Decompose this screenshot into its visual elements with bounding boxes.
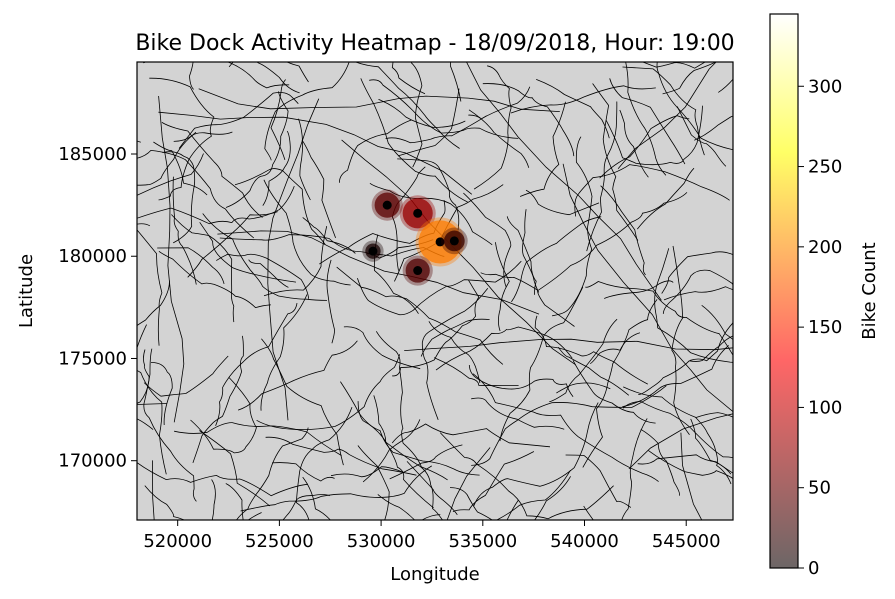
chart-title: Bike Dock Activity Heatmap - 18/09/2018,… — [135, 31, 734, 56]
activity-point — [402, 255, 433, 286]
map-background — [137, 62, 733, 520]
plot-frame — [136, 61, 734, 521]
colorbar-label: Bike Count — [859, 242, 880, 339]
x-axis-ticks: 520000 525000 530000 535000 540000 545000 — [143, 520, 721, 552]
x-tick-label: 540000 — [550, 531, 619, 552]
activity-point — [362, 240, 384, 262]
x-tick-label: 520000 — [143, 531, 212, 552]
activity-point — [371, 189, 403, 221]
x-axis-label: Longitude — [390, 564, 480, 585]
activity-points — [362, 189, 468, 286]
y-tick-label: 185000 — [58, 144, 127, 165]
colorbar-ticks: 0 50 100 150 200 250 300 — [798, 76, 842, 579]
colorbar-tick-label: 300 — [808, 76, 842, 97]
colorbar-tick-label: 200 — [808, 237, 842, 258]
colorbar-tick-label: 50 — [808, 478, 831, 499]
colorbar-gradient — [770, 14, 798, 568]
x-tick-label: 530000 — [347, 531, 416, 552]
x-tick-label: 535000 — [448, 531, 517, 552]
colorbar: 0 50 100 150 200 250 300 Bike Count — [769, 13, 880, 579]
y-tick-label: 180000 — [58, 246, 127, 267]
colorbar-tick-label: 100 — [808, 397, 842, 418]
colorbar-tick-label: 250 — [808, 157, 842, 178]
colorbar-tick-label: 150 — [808, 317, 842, 338]
y-axis-label: Latitude — [16, 254, 37, 328]
y-tick-label: 175000 — [58, 348, 127, 369]
colorbar-tick-label: 0 — [808, 558, 819, 579]
colorbar-frame — [769, 13, 799, 569]
x-tick-label: 545000 — [652, 531, 721, 552]
activity-point — [399, 195, 436, 232]
y-axis-ticks: 170000 175000 180000 185000 — [58, 144, 137, 472]
y-tick-label: 170000 — [58, 451, 127, 472]
activity-point — [440, 227, 468, 255]
x-tick-label: 525000 — [245, 531, 314, 552]
